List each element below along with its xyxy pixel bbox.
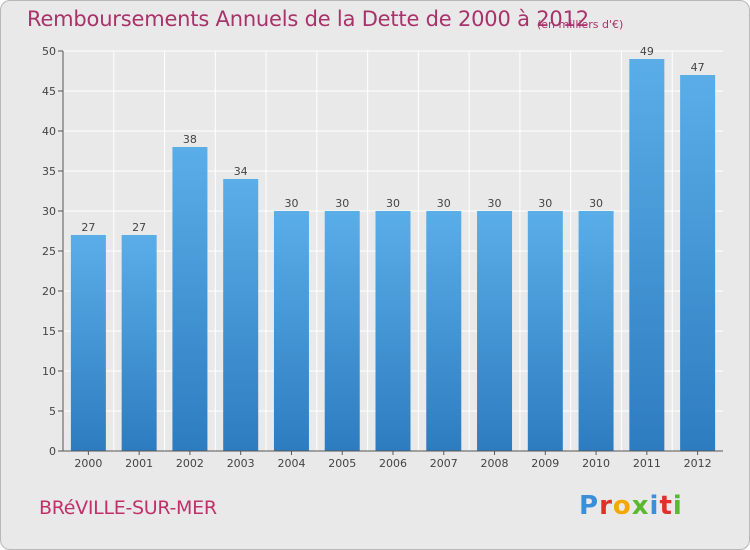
- x-tick-label: 2008: [481, 457, 509, 470]
- logo-letter: x: [631, 491, 650, 521]
- bar: [324, 211, 360, 451]
- y-tick-label: 15: [42, 325, 56, 338]
- logo-letter: i: [672, 491, 683, 521]
- x-tick-label: 2011: [633, 457, 661, 470]
- bar: [121, 235, 157, 451]
- chart-subtitle: (en milliers d'€): [537, 18, 624, 31]
- commune-name: BRéVILLE-SUR-MER: [39, 497, 217, 519]
- data-label: 30: [538, 197, 552, 210]
- y-tick-label: 45: [42, 85, 56, 98]
- y-tick-label: 50: [42, 45, 56, 58]
- bar: [172, 147, 208, 451]
- data-label: 30: [589, 197, 603, 210]
- bar: [527, 211, 563, 451]
- bar: [426, 211, 462, 451]
- x-tick-label: 2004: [277, 457, 305, 470]
- logo-letter: r: [599, 491, 613, 521]
- x-tick-label: 2010: [582, 457, 610, 470]
- bar: [273, 211, 309, 451]
- bar: [578, 211, 614, 451]
- x-tick-label: 2009: [531, 457, 559, 470]
- chart-title: Remboursements Annuels de la Dette de 20…: [27, 7, 589, 31]
- x-tick-label: 2006: [379, 457, 407, 470]
- logo-letter: P: [579, 491, 600, 521]
- x-tick-label: 2003: [227, 457, 255, 470]
- x-tick-label: 2000: [74, 457, 102, 470]
- data-label: 47: [691, 61, 705, 74]
- x-tick-label: 2002: [176, 457, 204, 470]
- y-tick-label: 25: [42, 245, 56, 258]
- bar: [70, 235, 106, 451]
- proxiti-logo: Proxiti: [579, 491, 683, 521]
- y-tick-label: 10: [42, 365, 56, 378]
- bar: [223, 179, 259, 451]
- x-tick-label: 2007: [430, 457, 458, 470]
- bar: [375, 211, 411, 451]
- bar: [477, 211, 513, 451]
- logo-letter: i: [649, 491, 660, 521]
- data-label: 34: [234, 165, 248, 178]
- data-label: 49: [640, 45, 654, 58]
- data-label: 30: [284, 197, 298, 210]
- data-label: 30: [335, 197, 349, 210]
- bar: [629, 59, 665, 451]
- bar: [680, 75, 716, 451]
- y-tick-label: 0: [49, 445, 56, 458]
- y-tick-label: 5: [49, 405, 56, 418]
- y-tick-label: 35: [42, 165, 56, 178]
- logo-letter: o: [612, 491, 632, 521]
- x-tick-label: 2005: [328, 457, 356, 470]
- x-tick-label: 2001: [125, 457, 153, 470]
- data-label: 30: [488, 197, 502, 210]
- x-tick-label: 2012: [684, 457, 712, 470]
- data-label: 30: [437, 197, 451, 210]
- y-tick-label: 40: [42, 125, 56, 138]
- y-tick-label: 20: [42, 285, 56, 298]
- y-tick-label: 30: [42, 205, 56, 218]
- data-label: 30: [386, 197, 400, 210]
- data-label: 27: [81, 221, 95, 234]
- data-label: 27: [132, 221, 146, 234]
- data-label: 38: [183, 133, 197, 146]
- logo-letter: t: [659, 491, 673, 521]
